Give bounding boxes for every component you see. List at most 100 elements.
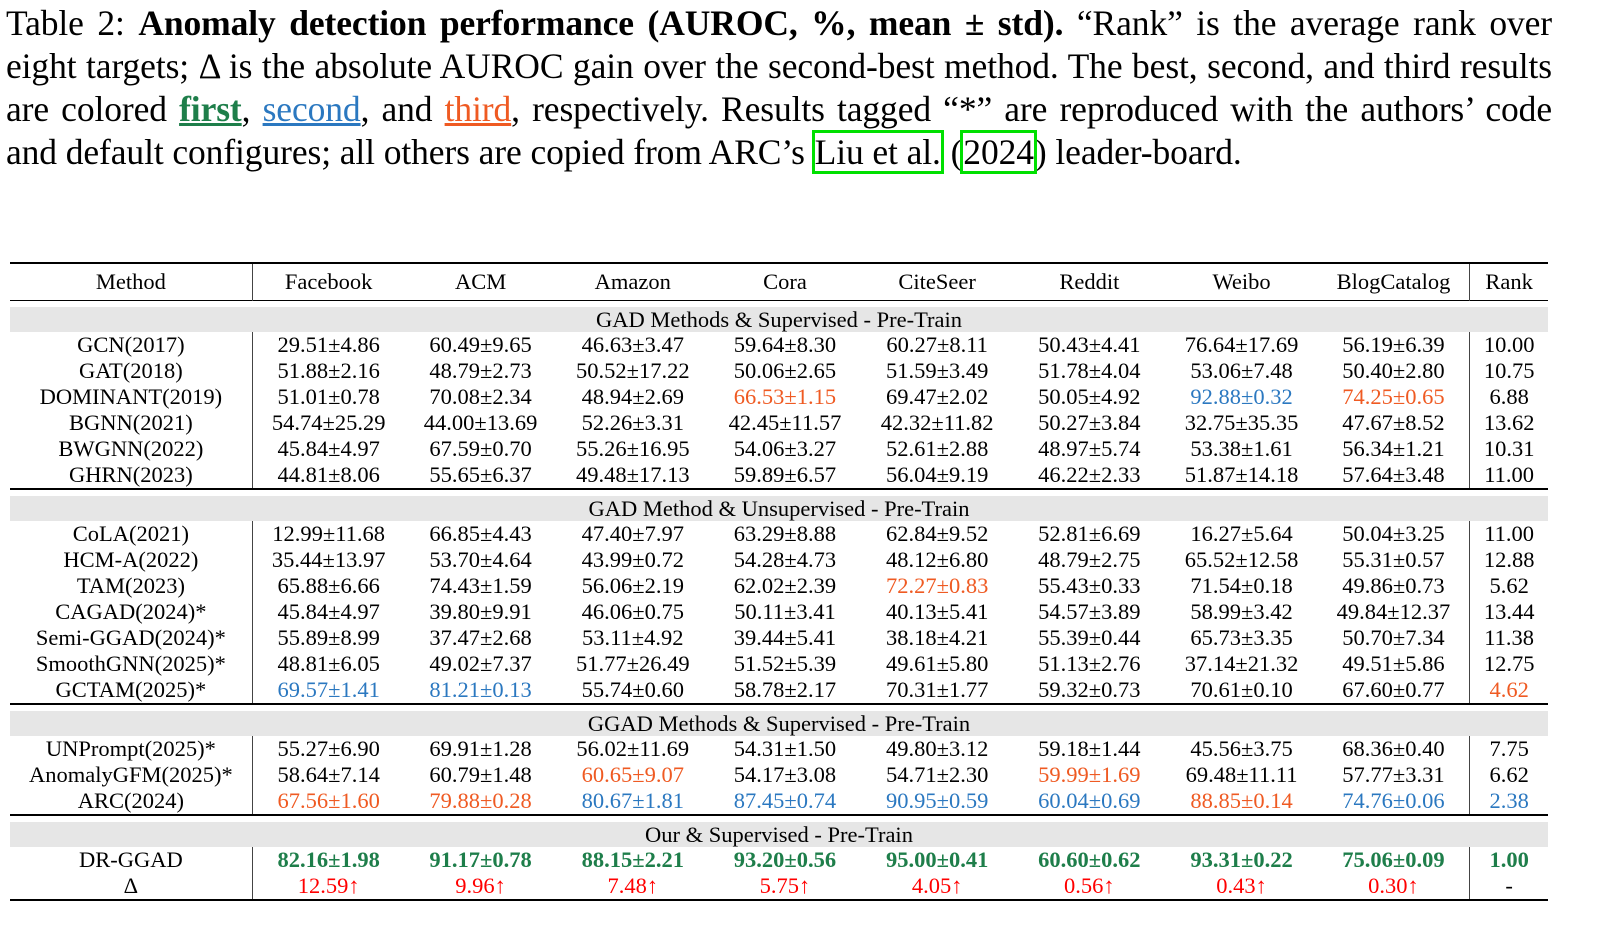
group-title: GAD Methods & Supervised - Pre-Train xyxy=(10,307,1548,332)
score-cell: 5.75↑ xyxy=(708,873,862,901)
caption-text: , and xyxy=(360,89,445,129)
col-header-weibo: Weibo xyxy=(1212,269,1271,294)
score-cell: 60.04±0.69 xyxy=(1038,788,1141,813)
score-cell: 49.80±3.12 xyxy=(885,736,989,761)
group-separator xyxy=(10,703,1548,711)
method-name: UNPrompt(2025)* xyxy=(45,736,216,761)
score-cell: 42.32±11.82 xyxy=(880,410,994,435)
score-cell: 51.87±14.18 xyxy=(1184,462,1299,487)
score-cell: 59.99±1.69 xyxy=(1038,762,1141,787)
score-cell: 65.73±3.35 xyxy=(1190,625,1293,650)
col-header-cora: Cora xyxy=(763,269,807,294)
score-cell: 35.44±13.97 xyxy=(251,547,405,573)
table-caption: Table 2: Anomaly detection performance (… xyxy=(6,2,1552,174)
score-cell: 58.78±2.17 xyxy=(733,677,837,702)
score-cell: 54.28±4.73 xyxy=(733,547,837,572)
score-cell: 51.52±5.39 xyxy=(733,651,837,676)
score-cell: 50.05±4.92 xyxy=(1038,384,1141,409)
score-cell: 46.22±2.33 xyxy=(1038,462,1141,487)
score-cell: 59.32±0.73 xyxy=(1038,677,1141,702)
score-cell: 4.05↑ xyxy=(861,873,1014,901)
score-cell: 60.27±8.11 xyxy=(886,332,988,357)
score-cell: 54.06±3.27 xyxy=(733,436,837,461)
score-cell: 53.38±1.61 xyxy=(1190,436,1293,461)
group-header-row: GGAD Methods & Supervised - Pre-Train xyxy=(10,711,1548,736)
rank-cell: 11.00 xyxy=(1469,462,1548,489)
score-cell: 55.27±6.90 xyxy=(251,736,405,762)
score-cell: 51.77±26.49 xyxy=(575,651,690,676)
table-row: BGNN(2021) 54.74±25.29 44.00±13.69 52.26±3.… xyxy=(10,410,1548,436)
score-cell: 53.06±7.48 xyxy=(1190,358,1293,383)
rank-cell: 1.00 xyxy=(1469,847,1548,873)
rank-cell: 12.75 xyxy=(1469,651,1548,677)
score-cell: 50.52±17.22 xyxy=(575,358,690,383)
method-name: GHRN(2023) xyxy=(69,462,193,487)
score-cell: 40.13±5.41 xyxy=(885,599,989,624)
table-row: UNPrompt(2025)* 55.27±6.90 69.91±1.28 56.02… xyxy=(10,736,1548,762)
col-header-citeseer: CiteSeer xyxy=(898,269,976,294)
score-cell: 12.59↑ xyxy=(251,873,405,901)
score-cell: 90.95±0.59 xyxy=(885,788,989,813)
group-title: Our & Supervised - Pre-Train xyxy=(10,822,1548,847)
score-cell: 54.74±25.29 xyxy=(251,410,405,436)
score-cell: 60.60±0.62 xyxy=(1038,847,1141,872)
caption-text: , respectively. Results tagged “*” are r… xyxy=(6,89,1552,172)
score-cell: 39.44±5.41 xyxy=(733,625,837,650)
score-cell: 48.79±2.75 xyxy=(1038,547,1141,572)
score-cell: 55.31±0.57 xyxy=(1342,547,1445,572)
score-cell: 65.52±12.58 xyxy=(1184,547,1299,572)
score-cell: 48.97±5.74 xyxy=(1038,436,1141,461)
score-cell: 32.75±35.35 xyxy=(1184,410,1299,435)
score-cell: 39.80±9.91 xyxy=(429,599,532,624)
score-cell: 52.81±6.69 xyxy=(1038,521,1141,546)
group-title: GAD Method & Unsupervised - Pre-Train xyxy=(10,496,1548,521)
method-name: CAGAD(2024)* xyxy=(55,599,207,624)
rank-cell: 11.38 xyxy=(1469,625,1548,651)
method-name: DR-GGAD xyxy=(79,847,183,872)
score-cell: 76.64±17.69 xyxy=(1184,332,1299,357)
score-cell: 48.81±6.05 xyxy=(251,651,405,677)
method-name: Δ xyxy=(10,873,253,901)
score-cell: 74.25±0.65 xyxy=(1342,384,1445,409)
score-cell: 69.57±1.41 xyxy=(251,677,405,704)
rank-cell: 13.62 xyxy=(1469,410,1548,436)
score-cell: 46.06±0.75 xyxy=(581,599,684,624)
score-cell: 87.45±0.74 xyxy=(733,788,837,813)
score-cell: 51.13±2.76 xyxy=(1038,651,1141,676)
rank-cell: 2.38 xyxy=(1469,788,1548,815)
group-header-row: GAD Methods & Supervised - Pre-Train xyxy=(10,307,1548,332)
score-cell: 59.18±1.44 xyxy=(1038,736,1141,761)
table-body: GAD Methods & Supervised - Pre-Train GCN(… xyxy=(10,301,1548,901)
score-cell: 62.84±9.52 xyxy=(885,521,989,546)
results-table: Method Facebook ACM Amazon Cora CiteSeer… xyxy=(10,262,1548,901)
caption-label: Table 2: xyxy=(6,3,139,43)
rank-cell: 7.75 xyxy=(1469,736,1548,762)
score-cell: 59.89±6.57 xyxy=(733,462,837,487)
table-row: GCTAM(2025)* 69.57±1.41 81.21±0.13 55.74±0.… xyxy=(10,677,1548,704)
score-cell: 69.48±11.11 xyxy=(1185,762,1298,787)
score-cell: 58.64±7.14 xyxy=(251,762,405,788)
score-cell: 63.29±8.88 xyxy=(733,521,837,546)
score-cell: 29.51±4.86 xyxy=(251,332,405,358)
score-cell: 12.99±11.68 xyxy=(251,521,405,547)
score-cell: 92.88±0.32 xyxy=(1190,384,1293,409)
group-header-row: Our & Supervised - Pre-Train xyxy=(10,822,1548,847)
score-cell: 95.00±0.41 xyxy=(885,847,989,872)
score-cell: 44.81±8.06 xyxy=(251,462,405,489)
score-cell: 68.36±0.40 xyxy=(1342,736,1445,761)
score-cell: 55.74±0.60 xyxy=(581,677,684,702)
table-row: ARC(2024) 67.56±1.60 79.88±0.28 80.67±1.81 8… xyxy=(10,788,1548,815)
method-name: CoLA(2021) xyxy=(72,521,190,546)
citation-link-year[interactable]: 2024 xyxy=(960,130,1037,174)
score-cell: 56.19±6.39 xyxy=(1342,332,1445,357)
method-name: TAM(2023) xyxy=(76,573,185,598)
col-header-rank: Rank xyxy=(1469,263,1548,301)
score-cell: 74.43±1.59 xyxy=(429,573,532,598)
score-cell: 60.79±1.48 xyxy=(429,762,532,787)
score-cell: 75.06±0.09 xyxy=(1342,847,1445,872)
citation-link-author[interactable]: Liu et al. xyxy=(811,130,944,174)
score-cell: 70.08±2.34 xyxy=(429,384,532,409)
score-cell: 43.99±0.72 xyxy=(581,547,684,572)
score-cell: 91.17±0.78 xyxy=(429,847,532,872)
caption-title: Anomaly detection performance (AUROC, %,… xyxy=(138,3,1064,43)
